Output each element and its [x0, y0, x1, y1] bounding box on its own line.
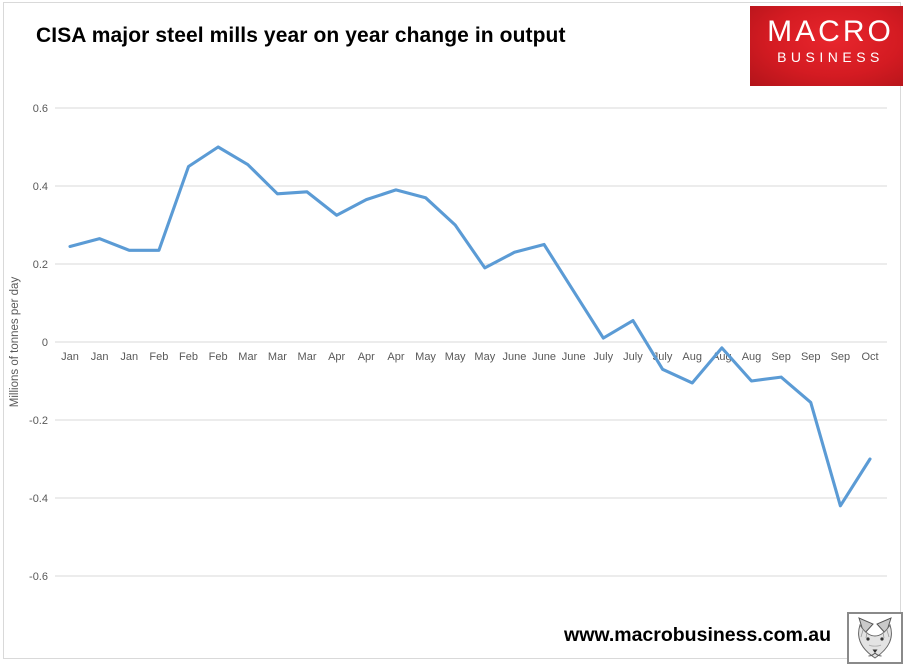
y-tick-label: -0.4: [29, 493, 48, 505]
x-tick-label: May: [474, 351, 495, 363]
x-tick-label: Jan: [91, 351, 109, 363]
fox-logo: [847, 612, 903, 664]
x-tick-label: Jan: [120, 351, 138, 363]
x-tick-label: Feb: [149, 351, 168, 363]
chart-title: CISA major steel mills year on year chan…: [36, 24, 566, 47]
logo-text-macro: MACRO: [767, 15, 894, 48]
x-tick-label: Mar: [298, 351, 317, 363]
y-axis-title: Millions of tonnes per day: [9, 277, 21, 408]
x-tick-label: Sep: [801, 351, 821, 363]
y-tick-label: 0.6: [33, 103, 48, 115]
y-tick-label: 0.2: [33, 259, 48, 271]
data-line-series: [68, 145, 872, 508]
x-tick-label: Mar: [268, 351, 287, 363]
x-tick-label: July: [594, 351, 614, 363]
y-tick-label: 0.4: [33, 181, 48, 193]
y-tick-label: 0: [42, 337, 48, 349]
x-tick-label: Oct: [861, 351, 878, 363]
x-tick-label: Aug: [742, 351, 762, 363]
x-tick-label: Feb: [209, 351, 228, 363]
x-tick-label: Jan: [61, 351, 79, 363]
fox-head-icon: [847, 612, 903, 664]
x-tick-label: Apr: [328, 351, 345, 363]
macrobusiness-logo: MACRO BUSINESS: [750, 6, 903, 86]
x-tick-label: June: [532, 351, 556, 363]
x-tick-label: June: [503, 351, 527, 363]
x-tick-label: May: [415, 351, 436, 363]
x-tick-label: Apr: [358, 351, 375, 363]
y-tick-label: -0.2: [29, 415, 48, 427]
x-tick-label: Feb: [179, 351, 198, 363]
y-tick-label: -0.6: [29, 571, 48, 583]
x-tick-label: Apr: [387, 351, 404, 363]
x-tick-label: Sep: [831, 351, 851, 363]
logo-text-business: BUSINESS: [777, 49, 884, 65]
x-tick-label: June: [562, 351, 586, 363]
footer-url: www.macrobusiness.com.au: [564, 624, 831, 646]
x-tick-label: Mar: [238, 351, 257, 363]
x-tick-label: May: [445, 351, 466, 363]
x-tick-label: Aug: [682, 351, 702, 363]
x-tick-label: July: [623, 351, 643, 363]
x-tick-label: Sep: [771, 351, 791, 363]
